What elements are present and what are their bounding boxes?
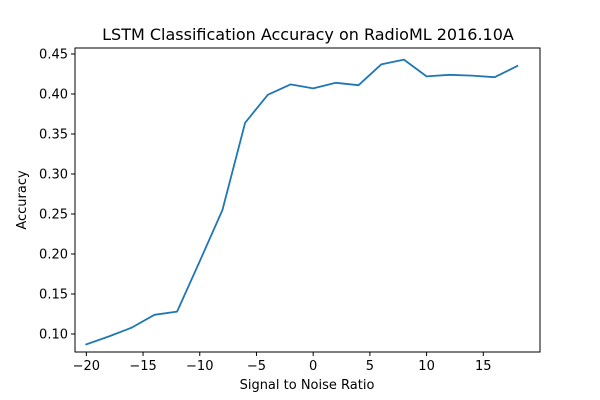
chart-title: LSTM Classification Accuracy on RadioML … <box>102 25 514 44</box>
x-tick-label: −5 <box>247 359 266 374</box>
series-group <box>85 58 519 346</box>
x-tick-label: 15 <box>475 359 492 374</box>
y-axis-label: Accuracy <box>15 170 30 230</box>
x-axis-ticks: −20 −15 −10 −5 0 5 10 15 <box>73 352 492 374</box>
y-tick-label: 0.15 <box>39 288 68 303</box>
x-tick-label: −10 <box>186 359 213 374</box>
y-tick-label: 0.10 <box>39 328 68 343</box>
plot-area <box>75 48 540 352</box>
x-tick-label: −15 <box>129 359 156 374</box>
x-tick-label: −20 <box>73 359 100 374</box>
y-tick-label: 0.45 <box>39 48 68 63</box>
y-tick-label: 0.40 <box>39 88 68 103</box>
series-line <box>85 58 519 346</box>
x-tick-label: 10 <box>418 359 435 374</box>
y-axis-ticks: 0.10 0.15 0.20 0.25 0.30 0.35 0.40 0.45 <box>39 48 75 343</box>
y-tick-label: 0.20 <box>39 248 68 263</box>
x-tick-label: 5 <box>366 359 374 374</box>
y-tick-label: 0.25 <box>39 208 68 223</box>
plot-frame <box>74 47 541 353</box>
y-tick-label: 0.30 <box>39 168 68 183</box>
x-axis-label: Signal to Noise Ratio <box>240 378 375 393</box>
x-tick-label: 0 <box>309 359 317 374</box>
y-tick-label: 0.35 <box>39 128 68 143</box>
